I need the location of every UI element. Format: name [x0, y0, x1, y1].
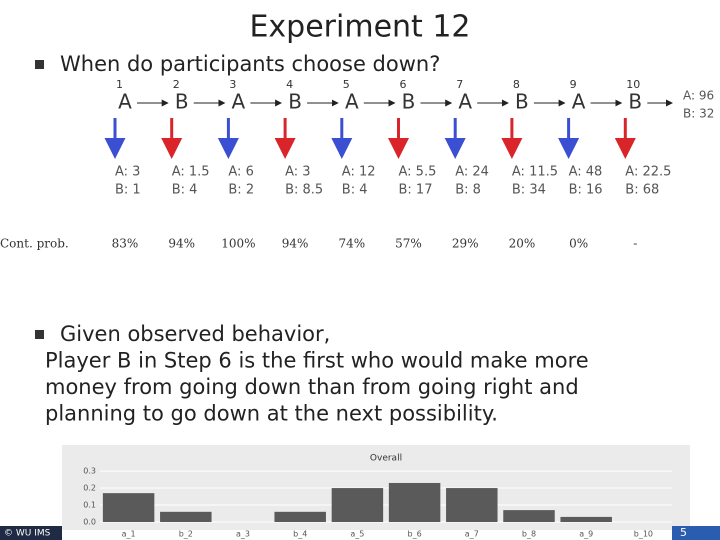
cont-prob: 83% [112, 237, 139, 251]
x-tick-label: a_3 [236, 530, 250, 539]
bullet-marker [35, 60, 44, 69]
x-tick-label: b_8 [522, 530, 536, 539]
node-player: B [175, 90, 189, 114]
payoff-b: B: 4 [172, 183, 198, 198]
bullet-text: Given observed behavior, [60, 322, 330, 346]
footer-box [0, 526, 62, 540]
step-number: 7 [456, 78, 463, 91]
bar [274, 511, 326, 522]
node-player: B [402, 90, 416, 114]
bar [331, 488, 384, 522]
cont-prob: 94% [282, 237, 309, 251]
node-player: A [345, 90, 359, 114]
x-tick-label: b_2 [179, 530, 193, 539]
step-number: 3 [229, 78, 236, 91]
step-number: 9 [570, 78, 577, 91]
step-number: 1 [116, 78, 123, 91]
cont-prob: 100% [221, 237, 255, 251]
x-tick-label: b_6 [408, 530, 422, 539]
slide-title: Experiment 12 [249, 10, 470, 45]
cont-label: Cont. prob. [0, 237, 69, 251]
x-tick-label: b_10 [634, 530, 653, 539]
payoff-b: B: 2 [228, 183, 254, 198]
step-number: 5 [343, 78, 350, 91]
node-player: B [288, 90, 302, 114]
step-number: 8 [513, 78, 520, 91]
end-payoff-a: A: 96 [683, 89, 714, 103]
bullet-marker [35, 330, 44, 339]
bar [560, 516, 612, 522]
node-player: A [572, 90, 586, 114]
bullet-text: Player B in Step 6 is the first who woul… [45, 349, 589, 373]
bullet-text: money from going down than from going ri… [45, 375, 579, 399]
step-number: 6 [400, 78, 407, 91]
payoff-a: A: 1.5 [172, 165, 210, 180]
payoff-b: B: 8 [455, 183, 481, 198]
cont-prob: 74% [338, 237, 365, 251]
x-tick-label: a_5 [350, 530, 364, 539]
y-tick-label: 0.1 [83, 501, 96, 510]
payoff-b: B: 4 [342, 183, 368, 198]
page-number-box [672, 526, 720, 540]
payoff-a: A: 48 [569, 165, 603, 180]
node-player: B [515, 90, 529, 114]
cont-prob: 94% [168, 237, 195, 251]
payoff-b: B: 34 [512, 183, 546, 198]
cont-prob: - [633, 237, 637, 251]
node-player: A [118, 90, 132, 114]
node-player: A [458, 90, 472, 114]
payoff-b: B: 16 [569, 183, 603, 198]
payoff-a: A: 3 [285, 165, 310, 180]
payoff-a: A: 5.5 [399, 165, 437, 180]
payoff-b: B: 1 [115, 183, 141, 198]
bar [503, 510, 555, 522]
bar [446, 488, 498, 522]
chart-title: Overall [370, 454, 402, 464]
payoff-a: A: 24 [455, 165, 489, 180]
bullet-text: planning to go down at the next possibil… [45, 402, 498, 426]
step-number: 4 [286, 78, 293, 91]
x-tick-label: a_7 [465, 530, 479, 539]
bar [160, 511, 212, 522]
x-tick-label: a_1 [122, 530, 136, 539]
node-player: B [628, 90, 642, 114]
payoff-a: A: 22.5 [625, 165, 671, 180]
bar [102, 493, 155, 522]
y-tick-label: 0.0 [83, 518, 96, 527]
payoff-a: A: 6 [228, 165, 253, 180]
cont-prob: 29% [452, 237, 479, 251]
cont-prob: 20% [509, 237, 536, 251]
footer-text: © WU IMS [4, 529, 51, 539]
payoff-b: B: 8.5 [285, 183, 323, 198]
node-player: A [232, 90, 246, 114]
end-payoff-b: B: 32 [683, 107, 714, 121]
y-tick-label: 0.2 [83, 484, 96, 493]
x-tick-label: b_4 [293, 530, 307, 539]
bar [388, 482, 441, 522]
payoff-b: B: 17 [399, 183, 433, 198]
bullet-text: When do participants choose down? [60, 52, 440, 76]
step-number: 10 [626, 78, 640, 91]
payoff-a: A: 11.5 [512, 165, 558, 180]
payoff-a: A: 3 [115, 165, 140, 180]
step-number: 2 [173, 78, 180, 91]
payoff-b: B: 68 [625, 183, 659, 198]
x-tick-label: a_9 [579, 530, 593, 539]
y-tick-label: 0.3 [83, 467, 96, 476]
payoff-a: A: 12 [342, 165, 376, 180]
page-number: 5 [680, 526, 687, 539]
cont-prob: 57% [395, 237, 422, 251]
cont-prob: 0% [569, 237, 588, 251]
